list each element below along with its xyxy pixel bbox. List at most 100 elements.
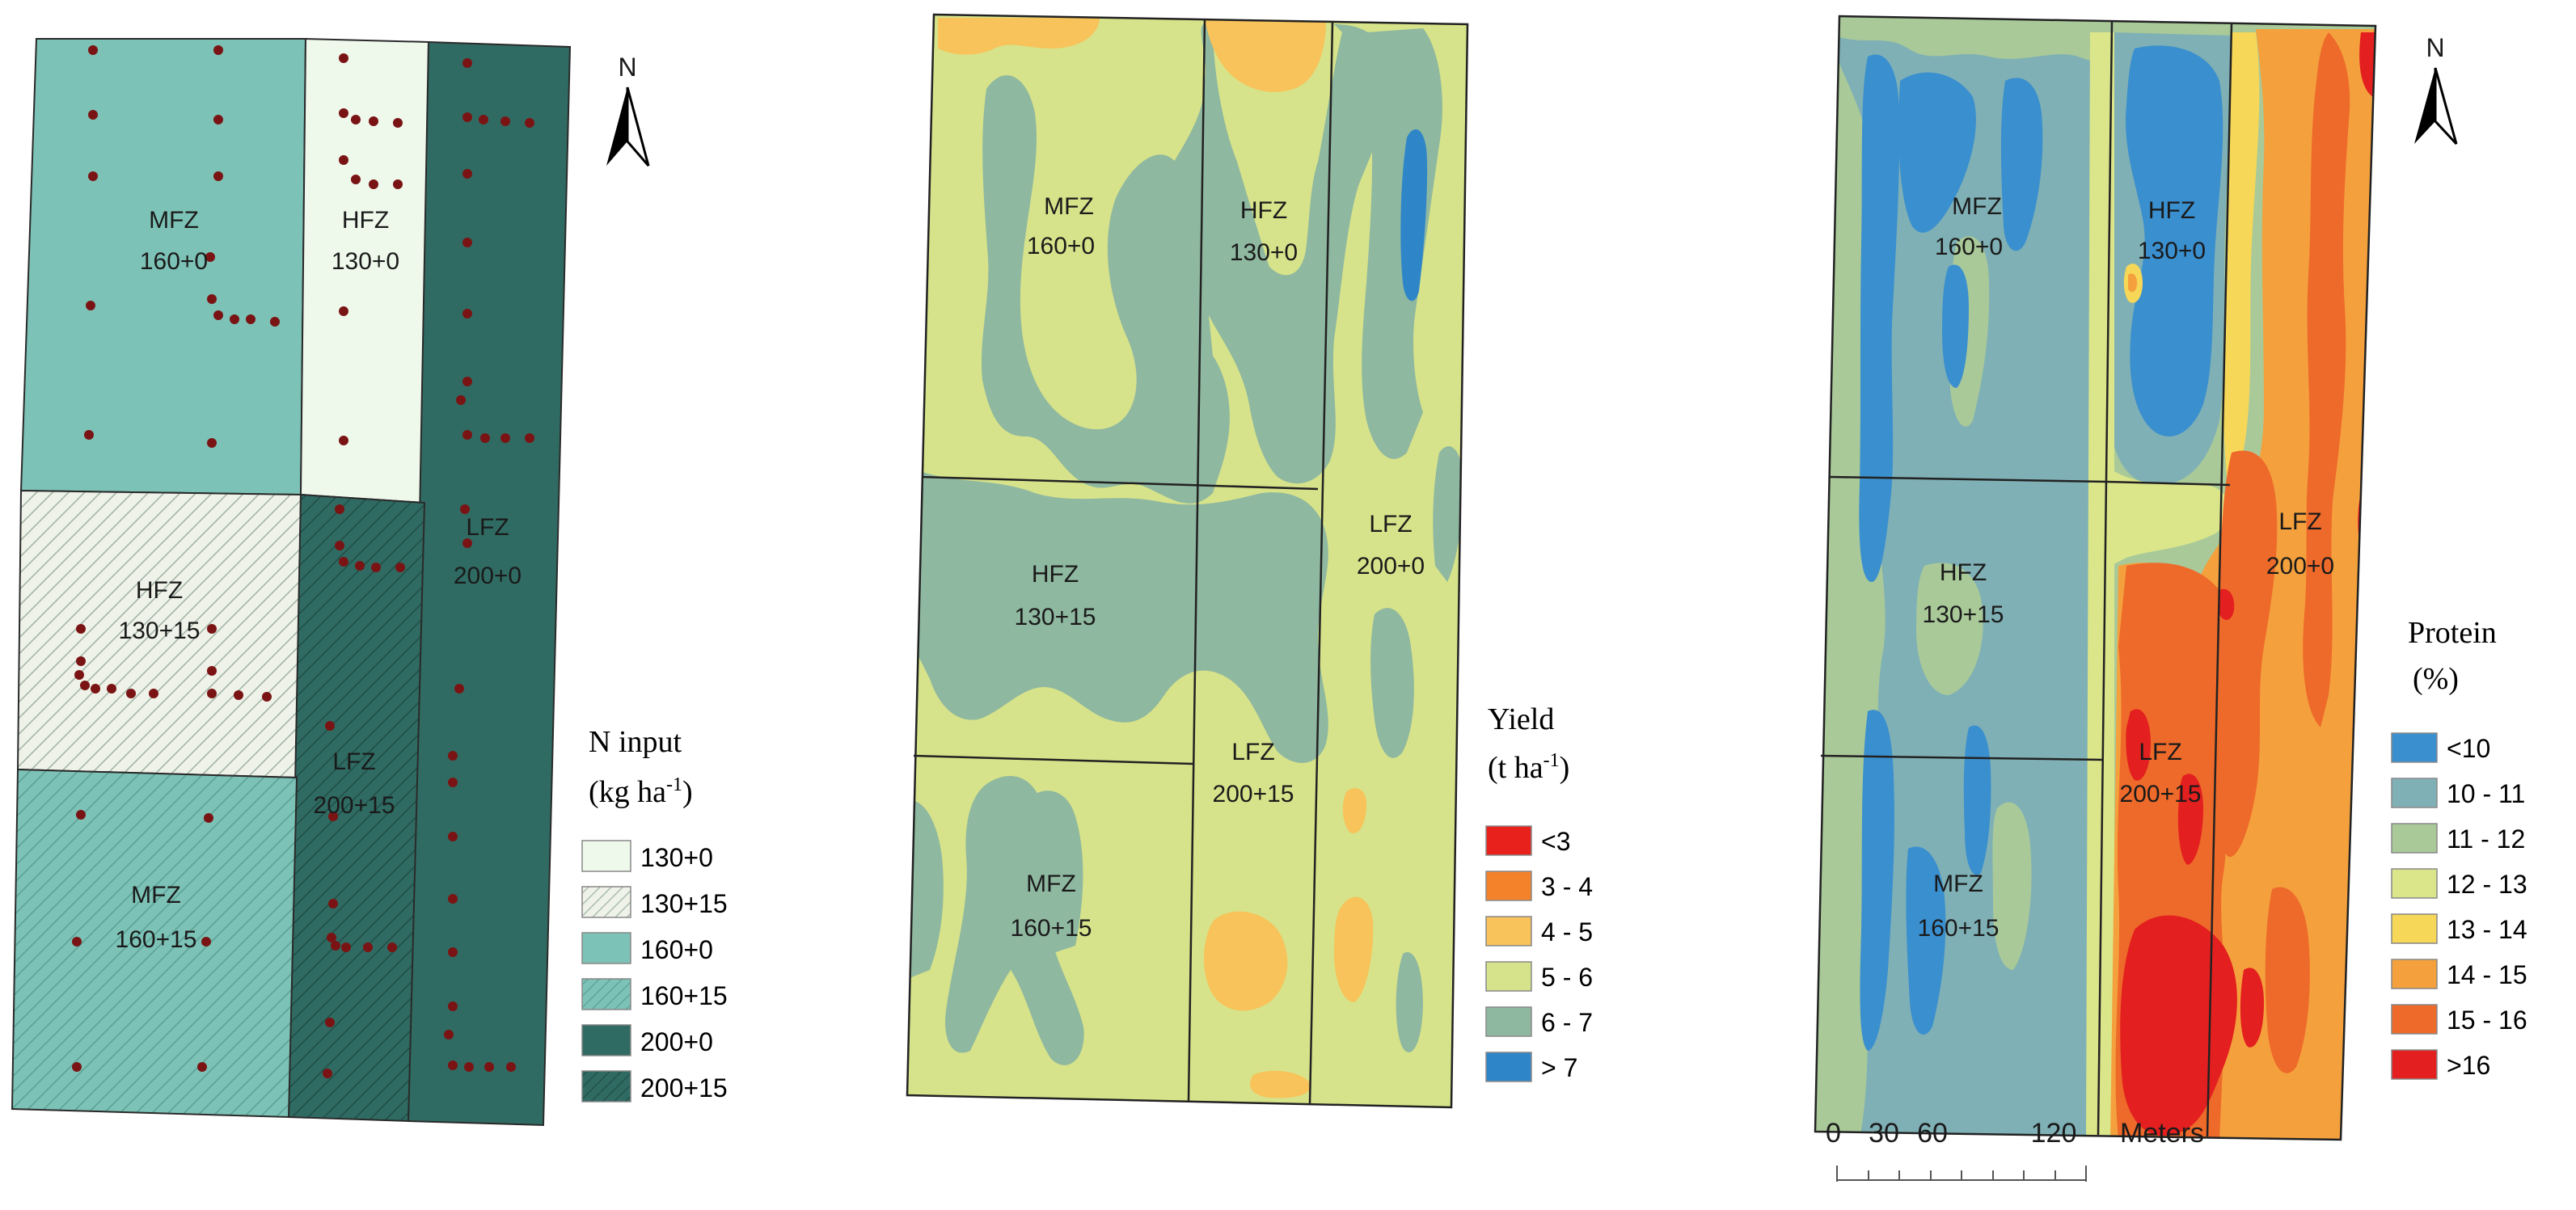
protein-legend: Protein (%) <10 10 - 11 11 - 12 12 - 13 13 -… [2391, 616, 2527, 1080]
legend-swatch [2391, 732, 2438, 763]
zone-label-name: MFZ [1044, 193, 1094, 220]
legend-items: <3 3 - 4 4 - 5 5 - 6 6 - 7 > 7 [1485, 825, 1593, 1082]
sample-point [325, 721, 335, 731]
zone-label-name: LFZ [2278, 508, 2321, 535]
sample-point [460, 504, 470, 514]
north-arrow: N [606, 53, 650, 167]
legend-label: 6 - 7 [1541, 1008, 1593, 1037]
legend-label: 12 - 13 [2447, 870, 2527, 899]
sample-point [462, 377, 472, 386]
zone-label-name: HFZ [1032, 561, 1079, 588]
sample-point [88, 110, 98, 120]
legend-label: <3 [1541, 827, 1570, 856]
sample-point [201, 937, 211, 946]
zone-label-name: HFZ [2148, 197, 2195, 224]
sample-point [448, 1060, 458, 1070]
legend-label: 160+15 [640, 981, 728, 1010]
sample-point [395, 563, 405, 572]
n-input-legend: N input (kg ha-1) 130+0 130+15 160+0 160+15… [581, 725, 728, 1102]
legend-swatch [581, 840, 631, 872]
sample-point [205, 252, 215, 262]
zone-label-rate: 200+15 [2120, 781, 2202, 807]
sample-point [339, 557, 348, 567]
zone-label-name: HFZ [342, 207, 389, 234]
sample-point [328, 812, 338, 821]
zone-label-name: MFZ [1933, 871, 1983, 897]
sample-point [126, 689, 136, 698]
zone-label-rate: 200+0 [454, 563, 522, 589]
yield-zone-labels: MFZ 160+0 HFZ 130+0 HFZ 130+15 LFZ 200+0… [1011, 193, 1425, 942]
sample-point [393, 179, 403, 189]
legend-title: Yield [1488, 702, 1554, 736]
sample-point [213, 45, 223, 55]
zone-label-rate: 130+15 [1923, 601, 2004, 628]
legend-label: <10 [2447, 734, 2490, 763]
sample-point [262, 692, 272, 702]
scale-bar-tick-label: 30 [1869, 1118, 1899, 1149]
sample-point [72, 937, 82, 946]
sample-point [107, 684, 116, 694]
zone-label-rate: 200+15 [314, 792, 395, 819]
legend-swatch [2391, 823, 2438, 854]
legend-items: <10 10 - 11 11 - 12 12 - 13 13 - 14 14 - 15 15… [2391, 732, 2527, 1080]
zone-label-rate: 160+0 [1027, 233, 1095, 259]
legend-swatch [581, 932, 631, 964]
zone-label-rate: 130+0 [1230, 239, 1298, 266]
sample-point [331, 941, 340, 951]
scale-bar: 0 30 60 120 Meters [1826, 1118, 2204, 1182]
legend-swatch [581, 1024, 631, 1056]
sample-point [270, 317, 280, 327]
sample-point [393, 118, 403, 128]
legend-swatch [2391, 1004, 2438, 1035]
zone-label-rate: 160+15 [116, 926, 197, 953]
legend-label: 200+0 [640, 1027, 713, 1056]
north-arrow-letter: N [2426, 33, 2444, 62]
sample-point [72, 1062, 82, 1072]
sample-point [149, 689, 158, 698]
north-arrow-icon [606, 86, 650, 167]
sample-point [448, 947, 458, 957]
sample-point [500, 116, 510, 126]
sample-point [363, 942, 373, 952]
zone-label-rate: 130+0 [332, 248, 399, 275]
sample-point [335, 541, 344, 550]
zone-label-rate: 130+15 [1015, 604, 1096, 630]
sample-point [371, 563, 381, 572]
zone-label-rate: 200+0 [2266, 553, 2334, 580]
sample-point [369, 179, 378, 189]
zone-label-name: HFZ [1240, 197, 1287, 224]
protein-zone-borders [1814, 15, 2377, 1141]
protein-map-panel: MFZ 160+0 HFZ 130+0 HFZ 130+15 LFZ 200+0… [1814, 15, 2527, 1182]
sample-point [525, 118, 534, 128]
sample-point [448, 1001, 458, 1011]
sample-point [462, 238, 472, 247]
sample-point [480, 433, 490, 443]
sample-point [327, 933, 336, 942]
legend-swatch [2391, 959, 2438, 989]
sample-point [462, 112, 472, 122]
sample-point [88, 171, 98, 181]
legend-swatch [1485, 871, 1532, 901]
legend-title: Protein [2408, 616, 2497, 650]
sample-point [207, 689, 217, 698]
legend-label: 5 - 6 [1541, 963, 1593, 992]
sample-point [462, 169, 472, 179]
sample-point [76, 810, 86, 820]
sample-point [335, 504, 344, 514]
sample-point [339, 306, 348, 316]
zone-label-name: HFZ [136, 577, 183, 604]
sample-point [234, 690, 243, 700]
north-arrow: N [2414, 33, 2458, 145]
sample-point [339, 436, 348, 445]
legend-unit: (t ha-1) [1488, 750, 1569, 785]
yield-zone-borders [906, 13, 1469, 1109]
sample-point [462, 58, 472, 68]
sample-point [86, 301, 95, 310]
sample-point [456, 395, 466, 405]
legend-swatch [581, 886, 631, 918]
zone-label-name: MFZ [1026, 871, 1076, 897]
legend-label: 200+15 [640, 1073, 728, 1102]
sample-point [462, 309, 472, 318]
sample-point [500, 433, 510, 443]
sample-point [213, 171, 223, 181]
